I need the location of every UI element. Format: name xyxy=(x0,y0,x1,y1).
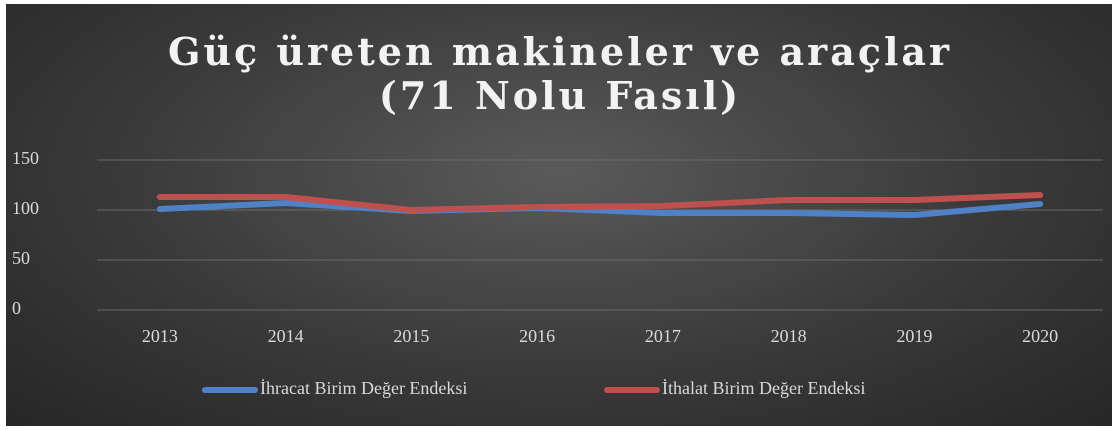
x-tick-label: 2019 xyxy=(896,326,932,346)
legend-label: İhracat Birim Değer Endeksi xyxy=(260,378,467,398)
x-tick-label: 2017 xyxy=(645,326,681,346)
chart-title: Güç üreten makineler ve araçlar (71 Nolu… xyxy=(167,29,953,118)
x-tick-label: 2016 xyxy=(519,326,555,346)
x-tick-label: 2020 xyxy=(1022,326,1058,346)
x-tick-label: 2018 xyxy=(771,326,807,346)
x-tick-label: 2014 xyxy=(268,326,304,346)
y-tick-label: 100 xyxy=(12,198,39,218)
legend-label: İthalat Birim Değer Endeksi xyxy=(662,378,865,398)
y-tick-label: 150 xyxy=(12,148,39,168)
y-tick-label: 0 xyxy=(12,298,21,318)
series-line xyxy=(156,192,1044,213)
x-tick-label: 2015 xyxy=(393,326,429,346)
y-tick-label: 50 xyxy=(12,248,30,268)
series-line xyxy=(156,200,1044,218)
x-tick-label: 2013 xyxy=(142,326,178,346)
